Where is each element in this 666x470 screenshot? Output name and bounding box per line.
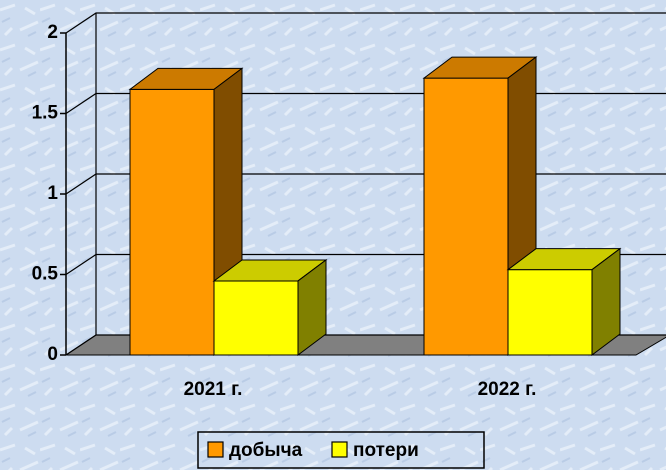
x-tick-label: 2022 г. — [478, 379, 537, 400]
bar — [506, 247, 622, 356]
legend-swatch — [207, 441, 224, 458]
legend-swatch — [331, 441, 348, 458]
x-tick-label: 2021 г. — [184, 379, 243, 400]
bar-front — [213, 280, 299, 356]
grid-line — [65, 12, 666, 34]
y-tick-label: 1.5 — [32, 103, 59, 124]
legend-box — [197, 431, 485, 469]
bar-front — [507, 269, 593, 356]
legend-label: потери — [353, 440, 419, 461]
bar-front — [129, 88, 215, 356]
y-tick-label: 2 — [47, 22, 58, 43]
y-tick-label: 0 — [47, 344, 58, 365]
bar-front — [423, 77, 509, 356]
bar-side — [297, 258, 327, 356]
legend: добыча потери — [197, 431, 485, 469]
bar — [212, 258, 328, 356]
y-tick-label: 1 — [47, 183, 58, 204]
y-tick-label: 0.5 — [32, 264, 59, 285]
legend-label: добыча — [229, 440, 303, 461]
bar-side — [591, 247, 621, 356]
